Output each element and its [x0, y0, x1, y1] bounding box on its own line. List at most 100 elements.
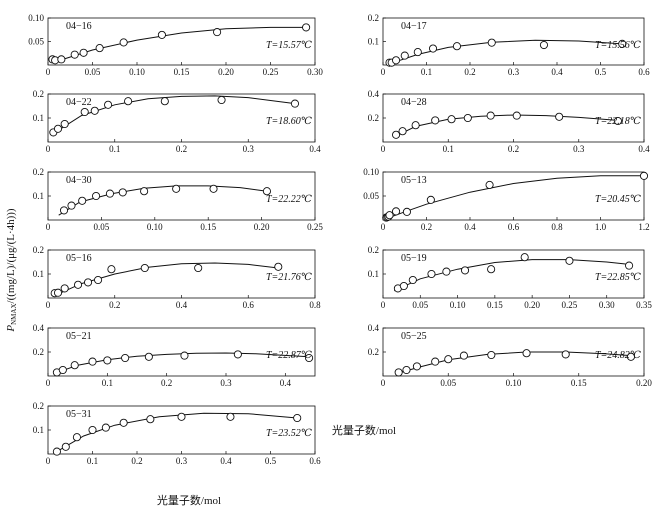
- x-tick-label: 0: [46, 456, 51, 466]
- x-tick-label: 0.5: [265, 456, 277, 466]
- data-point: [444, 355, 453, 364]
- x-tick-label: 0.2: [131, 456, 142, 466]
- x-tick-label: 0: [381, 378, 386, 388]
- data-point: [84, 278, 93, 287]
- data-point: [121, 353, 130, 363]
- x-tick-label: 0.25: [562, 300, 578, 310]
- fit-curve: [52, 26, 307, 64]
- panel-7: 0 0.05 0.10 0.15 0.20 0.25 0.30 0.35 0.1 0.2 05−19…: [368, 245, 653, 310]
- data-point: [402, 207, 411, 216]
- y-tick-label: 0.10: [363, 167, 379, 177]
- y-tick-label: 0.05: [28, 37, 44, 47]
- data-point: [101, 423, 110, 432]
- data-point: [426, 195, 435, 204]
- x-tick-label: 0.2: [464, 67, 475, 77]
- data-point: [487, 265, 496, 274]
- data-point: [302, 23, 311, 32]
- data-point: [463, 113, 472, 123]
- x-tick-label: 0.20: [218, 67, 234, 77]
- x-axis-label-right: 光量子数/mol: [332, 423, 396, 437]
- data-point: [172, 184, 181, 193]
- data-point: [73, 280, 83, 289]
- data-point: [399, 281, 408, 291]
- y-tick-label: 0.2: [33, 245, 44, 255]
- temperature-annotation: T=24.82℃: [595, 350, 641, 361]
- x-tick-label: 0.3: [220, 378, 232, 388]
- temperature-annotation: T=21.76℃: [266, 272, 312, 283]
- panel-3: 0 0.1 0.2 0.3 0.4 0.2 0.4 04−28 T=22.18℃: [368, 89, 650, 154]
- y-tick-label: 0.1: [33, 269, 44, 279]
- data-point: [274, 262, 283, 271]
- temperature-annotation: T=22.22℃: [266, 194, 312, 205]
- temperature-annotation: T=22.87℃: [266, 350, 312, 361]
- y-tick-label: 0.4: [368, 89, 380, 99]
- x-tick-label: 0.30: [307, 67, 323, 77]
- y-tick-label: 0.1: [368, 269, 379, 279]
- x-tick-label: 0.4: [464, 222, 476, 232]
- data-point: [412, 362, 421, 371]
- panel-title: 05−13: [401, 175, 427, 186]
- fit-curve: [53, 352, 310, 375]
- x-tick-label: 0.2: [421, 222, 432, 232]
- data-point: [522, 349, 531, 358]
- x-tick-label: 0.4: [638, 144, 650, 154]
- y-axis-label: PNMAX/((mg/L)/(μg/(L·4h))): [5, 208, 18, 333]
- x-tick-label: 0.2: [508, 144, 519, 154]
- data-point: [105, 189, 114, 198]
- y-tick-label: 0.2: [33, 401, 44, 411]
- temperature-annotation: T=18.60℃: [266, 116, 312, 127]
- x-tick-label: 0.25: [307, 222, 323, 232]
- panel-title: 05−16: [66, 253, 92, 264]
- data-point: [400, 51, 409, 60]
- x-tick-label: 0.10: [129, 67, 145, 77]
- data-point: [398, 127, 407, 136]
- data-point: [60, 119, 69, 129]
- x-tick-label: 0.1: [421, 67, 432, 77]
- x-tick-label: 0.2: [109, 300, 120, 310]
- x-tick-label: 0: [46, 222, 51, 232]
- x-tick-label: 0: [381, 144, 386, 154]
- x-tick-label: 1.2: [638, 222, 649, 232]
- data-point: [512, 111, 521, 120]
- x-tick-label: 0.8: [309, 300, 321, 310]
- data-point: [487, 38, 496, 47]
- y-tick-label: 0.2: [368, 347, 379, 357]
- panel-10: 0 0.1 0.2 0.3 0.4 0.5 0.6 0.1 0.2 05−31 T=23.52℃: [33, 401, 321, 466]
- temperature-annotation: T=20.45℃: [595, 194, 641, 205]
- y-tick-label: 0.2: [368, 245, 379, 255]
- x-tick-label: 0.2: [161, 378, 172, 388]
- data-point: [305, 353, 314, 363]
- data-point: [626, 352, 636, 361]
- x-tick-label: 0: [46, 144, 51, 154]
- y-tick-label: 0.1: [33, 113, 44, 123]
- x-tick-label: 0.5: [595, 67, 607, 77]
- panel-title: 05−21: [66, 331, 92, 342]
- data-point: [94, 275, 103, 285]
- data-point: [90, 106, 99, 115]
- data-point: [194, 263, 203, 273]
- panel-5: 0 0.2 0.4 0.6 0.8 1.0 1.2 0.05 0.10 05−13 T=20.45℃: [363, 167, 649, 232]
- panel-title: 04−17: [401, 21, 427, 32]
- fit-curve: [58, 185, 267, 216]
- data-point: [52, 447, 61, 456]
- panel-4: 0 0.05 0.10 0.15 0.20 0.25 0.1 0.2 04−30 T=22.22℃: [33, 167, 324, 232]
- data-point: [119, 418, 128, 427]
- data-point: [293, 413, 302, 423]
- x-tick-label: 0.15: [200, 222, 216, 232]
- data-point: [95, 44, 104, 53]
- x-tick-label: 0.1: [87, 456, 98, 466]
- x-tick-label: 0.20: [254, 222, 270, 232]
- data-point: [520, 253, 529, 262]
- x-tick-label: 0.25: [263, 67, 279, 77]
- x-tick-label: 0.4: [280, 378, 292, 388]
- y-tick-label: 0.2: [33, 347, 44, 357]
- panel-2: 0 0.1 0.2 0.3 0.4 0.1 0.2 04−22 T=18.60℃: [33, 89, 321, 154]
- data-point: [59, 206, 69, 215]
- temperature-annotation: T=15.57℃: [266, 40, 312, 51]
- data-point: [290, 99, 300, 108]
- data-point: [213, 28, 222, 37]
- data-point: [394, 368, 403, 377]
- x-tick-label: 0.15: [571, 378, 587, 388]
- data-point: [442, 267, 451, 276]
